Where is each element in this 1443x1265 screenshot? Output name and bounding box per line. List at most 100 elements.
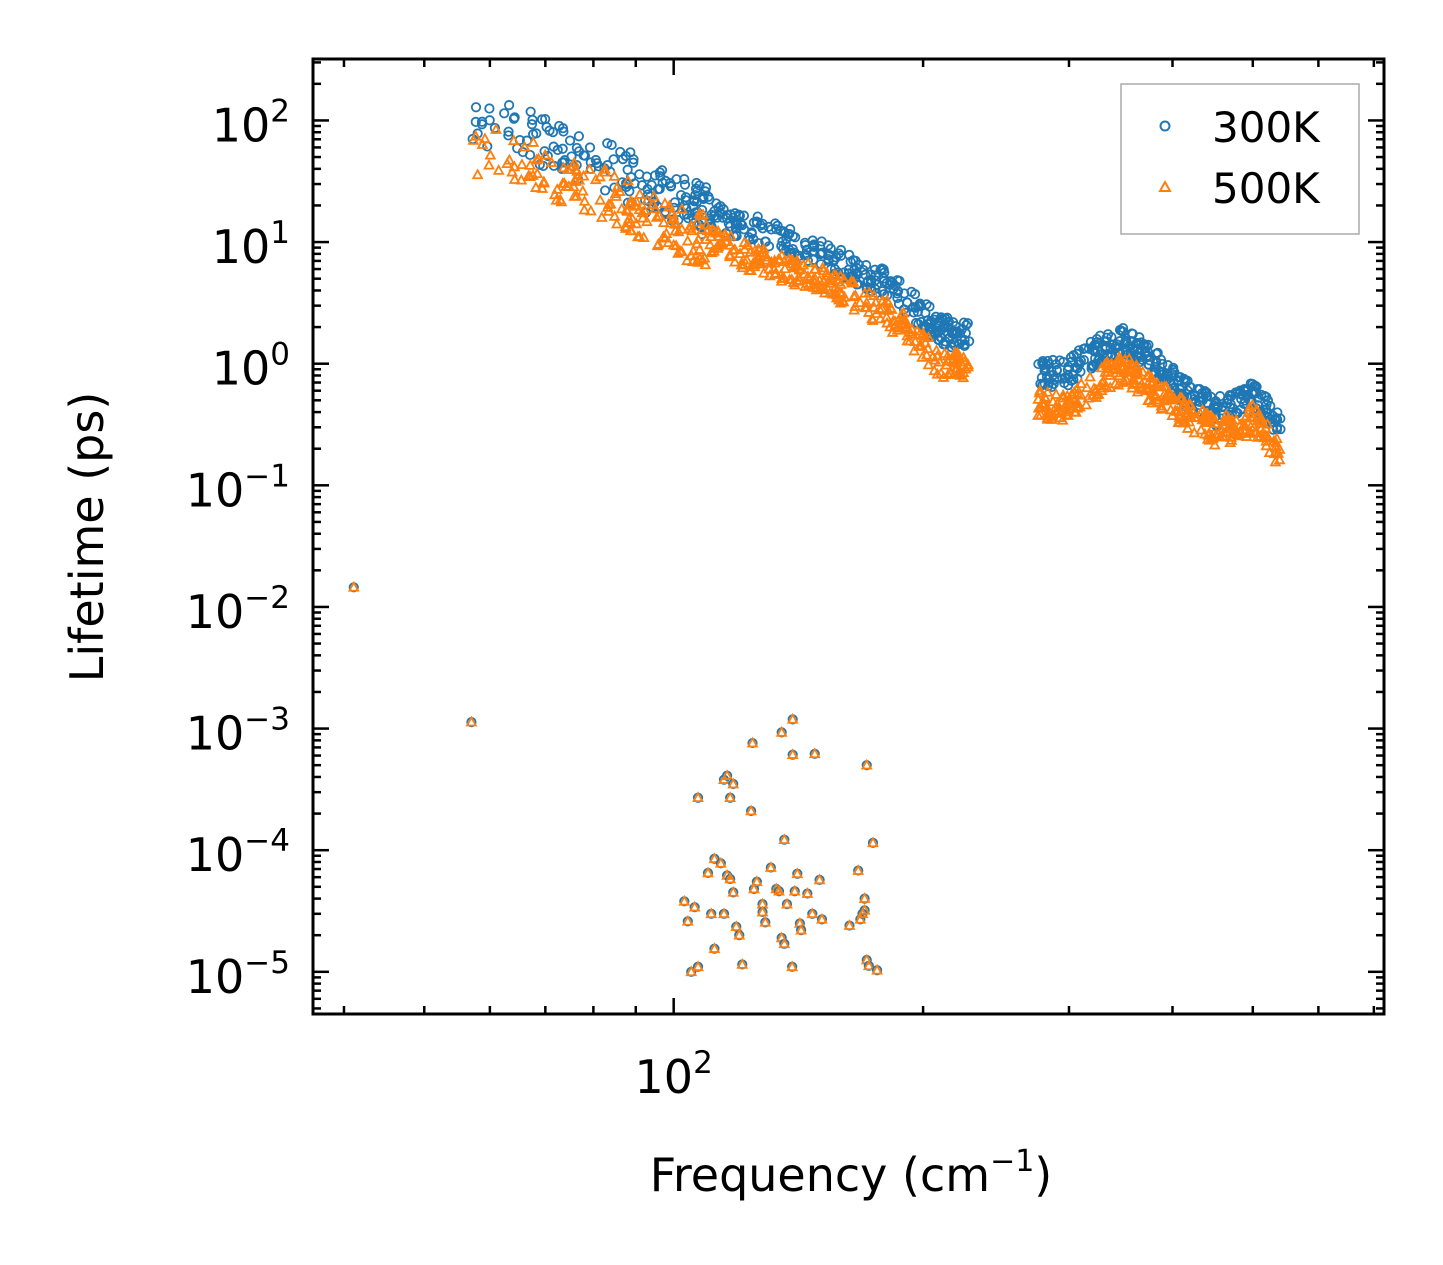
point-500k [1222, 413, 1235, 425]
point-500k [860, 296, 873, 308]
point-500k [810, 281, 823, 292]
point-500k [747, 256, 760, 268]
point-300k [899, 288, 910, 299]
point-500k [699, 233, 712, 244]
point-500k [1139, 381, 1152, 393]
point-500k [1220, 426, 1233, 437]
point-500k [1096, 381, 1109, 393]
point-500k [1254, 429, 1267, 441]
point-500k [1222, 411, 1235, 423]
y-tick-label: 101 [212, 215, 290, 274]
point-500k [775, 274, 788, 286]
point-300k [869, 264, 881, 275]
point-500k [1149, 390, 1162, 402]
point-500k [469, 129, 482, 141]
point-500k [1164, 403, 1177, 415]
point-500k [901, 329, 914, 341]
y-tick-label-base: 10 [186, 828, 245, 882]
x-tick-label-exponent: 2 [693, 1045, 713, 1081]
x-axis-label: Frequency (cm−1) [650, 1144, 1053, 1202]
point-500k [921, 342, 934, 354]
point-500k [759, 248, 772, 260]
point-500k [660, 227, 673, 238]
point-500k [696, 253, 709, 265]
outlier-point-500k [759, 915, 772, 927]
outlier-point-500k [727, 885, 740, 897]
point-500k [1094, 379, 1107, 391]
point-500k [775, 267, 788, 279]
point-500k [1080, 398, 1093, 410]
point-500k [1245, 407, 1258, 419]
legend-marker-300k [1159, 120, 1171, 132]
point-500k [760, 253, 773, 265]
point-500k [909, 335, 922, 347]
point-500k [598, 162, 611, 174]
point-500k [554, 193, 567, 205]
point-500k [599, 165, 611, 177]
point-300k [525, 106, 536, 117]
point-500k [920, 348, 933, 360]
outlier-point-500k [685, 965, 698, 977]
point-300k [787, 243, 798, 255]
point-500k [724, 238, 737, 250]
point-500k [1166, 393, 1179, 405]
point-300k [734, 210, 746, 221]
point-500k [1209, 413, 1221, 425]
point-500k [669, 224, 682, 236]
point-300k [954, 338, 965, 350]
point-300k [1126, 336, 1137, 347]
point-500k [834, 278, 847, 289]
point-300k [591, 158, 602, 169]
point-300k [1046, 365, 1057, 376]
point-500k [624, 195, 637, 206]
point-500k [556, 177, 569, 188]
outlier-point-500k [465, 715, 478, 727]
point-300k [1169, 367, 1180, 378]
point-500k [737, 253, 750, 265]
y-tick-label-base: 10 [186, 585, 245, 639]
point-300k [602, 138, 613, 149]
outlier-point-500k [813, 873, 826, 885]
point-500k [492, 164, 505, 175]
point-500k [641, 215, 653, 227]
point-300k [628, 154, 639, 165]
point-300k [608, 154, 619, 165]
point-300k [1177, 382, 1188, 393]
outlier-point-500k [806, 907, 819, 919]
point-500k [881, 316, 893, 328]
outlier-point-500k [816, 912, 828, 924]
legend-label-300k: 300K [1212, 103, 1321, 152]
point-500k [584, 204, 597, 216]
point-500k [1131, 385, 1144, 397]
point-300k [902, 297, 913, 308]
point-300k [472, 128, 483, 139]
point-500k [484, 148, 497, 160]
point-300k [1217, 401, 1228, 412]
point-300k [600, 185, 611, 196]
point-500k [1113, 350, 1126, 362]
outlier-point-500k [678, 894, 691, 906]
point-500k [608, 209, 621, 221]
outlier-point-500k [688, 900, 701, 912]
point-300k [940, 336, 951, 347]
point-500k [799, 280, 812, 291]
point-500k [1158, 380, 1171, 392]
point-500k [884, 301, 897, 313]
point-500k [663, 199, 676, 211]
point-300k [484, 103, 495, 114]
point-500k [895, 308, 908, 319]
outlier-point-500k [718, 907, 730, 919]
outlier-point-500k [775, 725, 788, 737]
point-500k [518, 140, 531, 152]
y-tick-label-base: 10 [186, 463, 245, 517]
point-500k [657, 216, 670, 228]
y-tick-label: 10−2 [186, 580, 290, 639]
point-500k [589, 173, 602, 185]
point-500k [1267, 434, 1280, 446]
point-300k [947, 317, 959, 328]
outlier-point-500k [750, 875, 763, 887]
y-tick-label-exponent: 0 [270, 337, 290, 373]
point-500k [636, 206, 649, 218]
